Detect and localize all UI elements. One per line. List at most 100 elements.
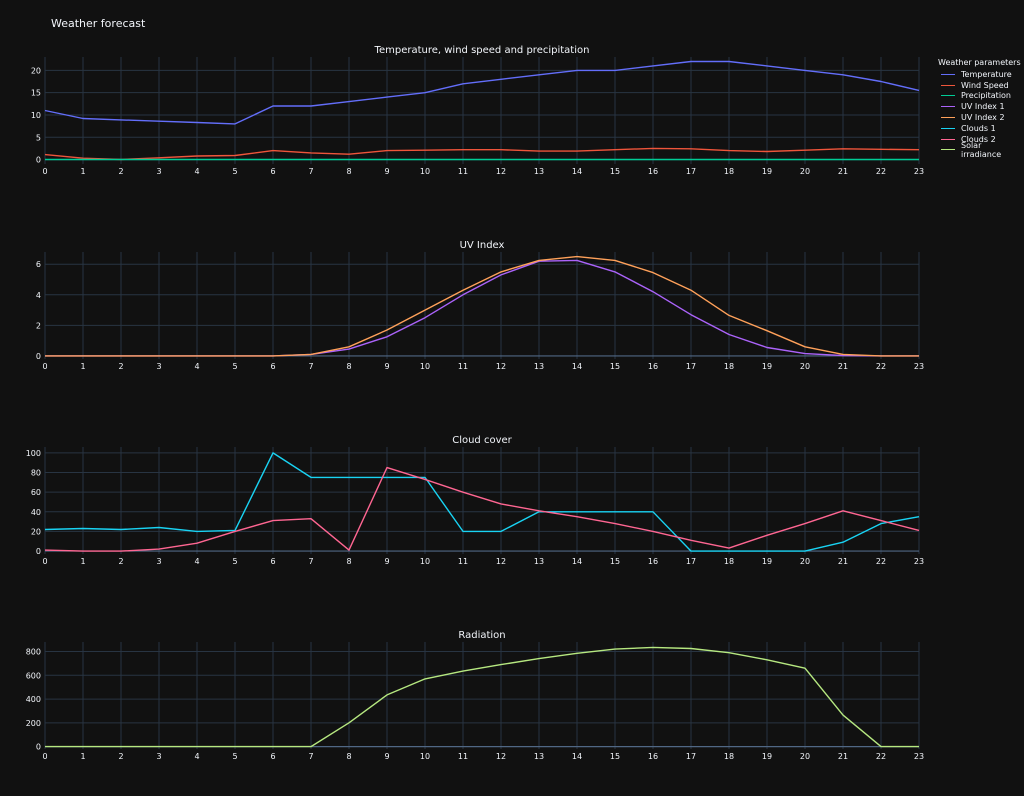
subplot-title: Radiation (458, 630, 505, 641)
y-tick-label: 400 (26, 695, 41, 704)
x-tick-label: 16 (648, 752, 658, 761)
series-line-temperature[interactable] (44, 60, 920, 125)
x-tick-label: 15 (610, 167, 620, 176)
x-tick-label: 21 (838, 167, 848, 176)
x-tick-label: 10 (420, 752, 430, 761)
x-tick-label: 12 (496, 752, 506, 761)
legend-item-temperature[interactable]: Temperature (938, 69, 1024, 80)
x-tick-label: 3 (156, 167, 161, 176)
legend-label: Clouds 2 (961, 134, 996, 144)
legend-item-uv-index-2[interactable]: UV Index 2 (938, 112, 1024, 123)
x-tick-label: 8 (346, 167, 351, 176)
legend-label: Wind Speed (961, 80, 1009, 90)
x-tick-label: 1 (80, 167, 85, 176)
x-tick-label: 0 (42, 167, 47, 176)
x-tick-label: 20 (800, 167, 810, 176)
x-tick-label: 0 (42, 362, 47, 371)
x-tick-label: 3 (156, 362, 161, 371)
x-tick-label: 15 (610, 752, 620, 761)
series-line-uv-index-2[interactable] (45, 255, 919, 357)
x-tick-label: 18 (724, 752, 734, 761)
y-tick-label: 200 (26, 719, 41, 728)
x-tick-label: 16 (648, 167, 658, 176)
x-tick-label: 7 (308, 167, 313, 176)
x-tick-label: 12 (496, 167, 506, 176)
y-tick-label: 20 (31, 527, 41, 536)
legend-label: UV Index 1 (961, 102, 1005, 112)
x-tick-label: 6 (270, 557, 275, 566)
legend: Weather parameters Temperature Wind Speed… (938, 58, 1024, 159)
x-tick-label: 5 (232, 167, 237, 176)
x-tick-label: 11 (458, 167, 468, 176)
x-tick-label: 15 (610, 362, 620, 371)
x-tick-label: 21 (838, 557, 848, 566)
legend-swatch (941, 106, 955, 108)
x-tick-label: 15 (610, 557, 620, 566)
y-tick-label: 0 (36, 156, 41, 165)
series-line-uv-index-1[interactable] (45, 259, 919, 357)
legend-label: Precipitation (961, 91, 1012, 101)
x-tick-label: 5 (232, 557, 237, 566)
legend-swatch (941, 138, 955, 140)
x-tick-label: 4 (194, 557, 199, 566)
subplot-title: Cloud cover (452, 435, 512, 446)
legend-swatch (941, 84, 955, 86)
y-tick-label: 60 (31, 488, 41, 497)
x-tick-label: 23 (914, 557, 924, 566)
legend-label: Temperature (961, 69, 1012, 79)
x-tick-label: 23 (914, 752, 924, 761)
x-tick-label: 12 (496, 362, 506, 371)
y-tick-label: 2 (36, 321, 41, 330)
x-tick-label: 1 (80, 752, 85, 761)
x-tick-label: 20 (800, 752, 810, 761)
x-tick-label: 1 (80, 557, 85, 566)
series-line-solar-irradiance[interactable] (45, 646, 919, 748)
series-line-clouds-1[interactable] (44, 452, 920, 552)
y-tick-label: 5 (36, 133, 41, 142)
legend-swatch (941, 73, 955, 75)
x-tick-label: 11 (458, 362, 468, 371)
x-tick-label: 23 (914, 362, 924, 371)
x-tick-label: 21 (838, 362, 848, 371)
y-tick-label: 600 (26, 671, 41, 680)
series-line-wind-speed[interactable] (44, 147, 920, 161)
x-tick-label: 7 (308, 752, 313, 761)
legend-item-clouds-1[interactable]: Clouds 1 (938, 123, 1024, 134)
series-line-clouds-2[interactable] (44, 466, 920, 552)
legend-item-uv-index-1[interactable]: UV Index 1 (938, 101, 1024, 112)
x-tick-label: 14 (572, 167, 582, 176)
x-tick-label: 2 (118, 167, 123, 176)
x-tick-label: 13 (534, 362, 544, 371)
x-tick-label: 17 (686, 557, 696, 566)
y-tick-label: 6 (36, 260, 41, 269)
x-tick-label: 17 (686, 362, 696, 371)
x-tick-label: 0 (42, 557, 47, 566)
x-tick-label: 3 (156, 752, 161, 761)
legend-swatch (941, 127, 955, 129)
x-tick-label: 7 (308, 362, 313, 371)
x-tick-label: 11 (458, 752, 468, 761)
legend-item-solar-irradiance[interactable]: Solar irradiance (938, 141, 1024, 159)
x-tick-label: 13 (534, 167, 544, 176)
legend-item-precipitation[interactable]: Precipitation (938, 91, 1024, 102)
x-tick-label: 10 (420, 557, 430, 566)
x-tick-label: 23 (914, 167, 924, 176)
y-tick-label: 40 (31, 508, 41, 517)
legend-item-wind-speed[interactable]: Wind Speed (938, 80, 1024, 91)
x-tick-label: 9 (384, 752, 389, 761)
x-tick-label: 19 (762, 167, 772, 176)
x-tick-label: 19 (762, 362, 772, 371)
x-tick-label: 9 (384, 557, 389, 566)
legend-item-clouds-2[interactable]: Clouds 2 (938, 134, 1024, 145)
x-tick-label: 6 (270, 362, 275, 371)
x-tick-label: 14 (572, 362, 582, 371)
x-tick-label: 19 (762, 557, 772, 566)
x-tick-label: 8 (346, 752, 351, 761)
legend-swatch (941, 149, 955, 151)
y-tick-label: 20 (31, 66, 41, 75)
x-tick-label: 2 (118, 752, 123, 761)
